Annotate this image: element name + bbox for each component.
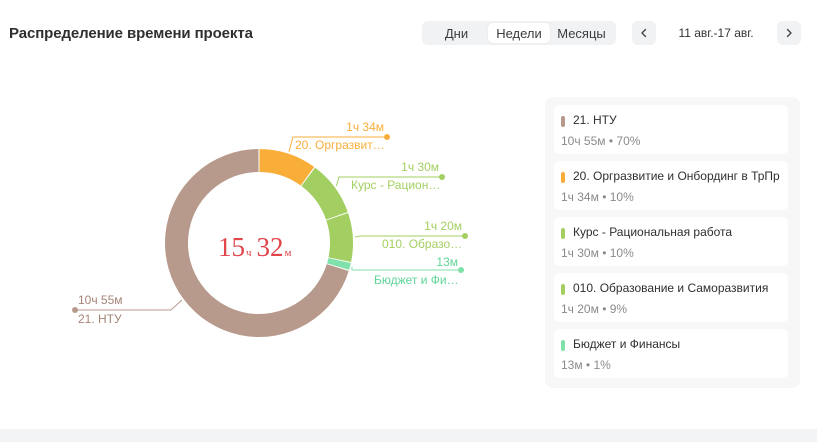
slice-name-label: 010. Образо… bbox=[382, 237, 462, 251]
chevron-right-icon bbox=[786, 28, 792, 38]
legend-swatch bbox=[561, 172, 565, 183]
legend-swatch bbox=[561, 284, 565, 295]
slice-value-label: 1ч 30м bbox=[401, 160, 439, 174]
leader-line bbox=[351, 267, 461, 271]
legend-item[interactable]: Бюджет и Финансы 13м • 1% bbox=[554, 329, 788, 378]
slice-name-label: Курс - Рацион… bbox=[351, 178, 440, 192]
legend-item[interactable]: 21. НТУ 10ч 55м • 70% bbox=[554, 105, 788, 154]
legend-panel: 21. НТУ 10ч 55м • 70% 20. Оргразвитие и … bbox=[545, 97, 800, 388]
legend-item-meta: 1ч 34м • 10% bbox=[561, 190, 634, 204]
donut-slice[interactable] bbox=[259, 149, 315, 186]
donut-slice[interactable] bbox=[326, 213, 353, 262]
page-title: Распределение времени проекта bbox=[9, 25, 253, 42]
legend-item-name: 20. Оргразвитие и Онбординг в ТрПр bbox=[573, 169, 780, 183]
next-period-button[interactable] bbox=[777, 21, 801, 45]
slice-value-label: 10ч 55м bbox=[78, 293, 123, 307]
slice-value-label: 1ч 20м bbox=[424, 219, 462, 233]
donut-slice[interactable] bbox=[301, 167, 348, 220]
slice-name-label: 20. Оргразвит… bbox=[295, 138, 385, 152]
date-range: 11 авг.-17 авг. bbox=[678, 26, 754, 40]
period-days-button[interactable]: Дни bbox=[444, 25, 469, 41]
center-total-minutes: 32 bbox=[257, 232, 284, 262]
slice-value-label: 13м bbox=[436, 255, 458, 269]
center-total: 15ч 32м bbox=[218, 232, 292, 262]
legend-item-name: 21. НТУ bbox=[573, 113, 617, 127]
legend-item[interactable]: 010. Образование и Саморазвития 1ч 20м •… bbox=[554, 273, 788, 322]
leader-dot bbox=[439, 174, 445, 180]
legend-swatch bbox=[561, 116, 565, 127]
leader-dot bbox=[384, 134, 390, 140]
legend-item[interactable]: Курс - Рациональная работа 1ч 30м • 10% bbox=[554, 217, 788, 266]
legend-item-name: Бюджет и Финансы bbox=[573, 337, 681, 351]
legend-swatch bbox=[561, 228, 565, 239]
leader-dot bbox=[458, 267, 464, 273]
donut-slice[interactable] bbox=[327, 258, 351, 270]
center-total-minutes-unit: м bbox=[285, 247, 292, 259]
chevron-left-icon bbox=[641, 28, 647, 38]
legend-item-meta: 1ч 20м • 9% bbox=[561, 302, 628, 316]
leader-line bbox=[75, 299, 183, 311]
slice-name-label: 21. НТУ bbox=[78, 312, 122, 326]
period-switch: Дни Недели Месяцы bbox=[422, 21, 616, 45]
footer-strip bbox=[0, 429, 817, 442]
legend-item-meta: 13м • 1% bbox=[561, 358, 611, 372]
leader-dot bbox=[462, 233, 468, 239]
legend-item-meta: 1ч 30м • 10% bbox=[561, 246, 634, 260]
leader-line bbox=[354, 235, 465, 238]
center-total-hours: 15 bbox=[218, 232, 245, 262]
slice-name-label: Бюджет и Фи… bbox=[374, 273, 459, 287]
slice-value-label: 1ч 34м bbox=[346, 120, 384, 134]
prev-period-button[interactable] bbox=[632, 21, 656, 45]
center-total-hours-unit: ч bbox=[246, 247, 252, 259]
legend-item-name: Курс - Рациональная работа bbox=[573, 225, 733, 239]
legend-item-meta: 10ч 55м • 70% bbox=[561, 134, 641, 148]
leader-dot bbox=[72, 307, 78, 313]
legend-item[interactable]: 20. Оргразвитие и Онбординг в ТрПр 1ч 34… bbox=[554, 161, 788, 210]
legend-swatch bbox=[561, 340, 565, 351]
leader-line bbox=[335, 176, 442, 187]
leader-line bbox=[288, 136, 387, 152]
period-weeks-button[interactable]: Недели bbox=[488, 23, 550, 43]
donut-chart: 1ч 34м 20. Оргразвит… 1ч 30м Курс - Рацион…… bbox=[72, 120, 468, 338]
legend-item-name: 010. Образование и Саморазвития bbox=[573, 281, 769, 295]
period-months-button[interactable]: Месяцы bbox=[557, 25, 606, 41]
